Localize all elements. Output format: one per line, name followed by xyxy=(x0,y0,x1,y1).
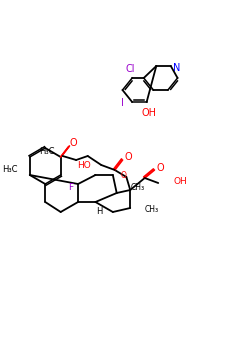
Text: O: O xyxy=(124,152,132,162)
Text: HO: HO xyxy=(77,161,91,170)
Text: CH₃: CH₃ xyxy=(145,205,159,215)
Text: F: F xyxy=(68,183,73,192)
Text: O: O xyxy=(156,163,164,173)
Text: OH: OH xyxy=(174,177,188,187)
Text: I: I xyxy=(121,98,124,108)
Text: H₃C: H₃C xyxy=(2,166,17,175)
Text: Cl: Cl xyxy=(126,64,135,74)
Text: H₃C: H₃C xyxy=(40,147,55,155)
Text: H: H xyxy=(96,206,102,216)
Text: O: O xyxy=(120,172,126,181)
Text: O: O xyxy=(70,138,77,148)
Text: CH₃: CH₃ xyxy=(130,183,144,192)
Text: OH: OH xyxy=(141,108,156,118)
Text: N: N xyxy=(173,63,180,73)
